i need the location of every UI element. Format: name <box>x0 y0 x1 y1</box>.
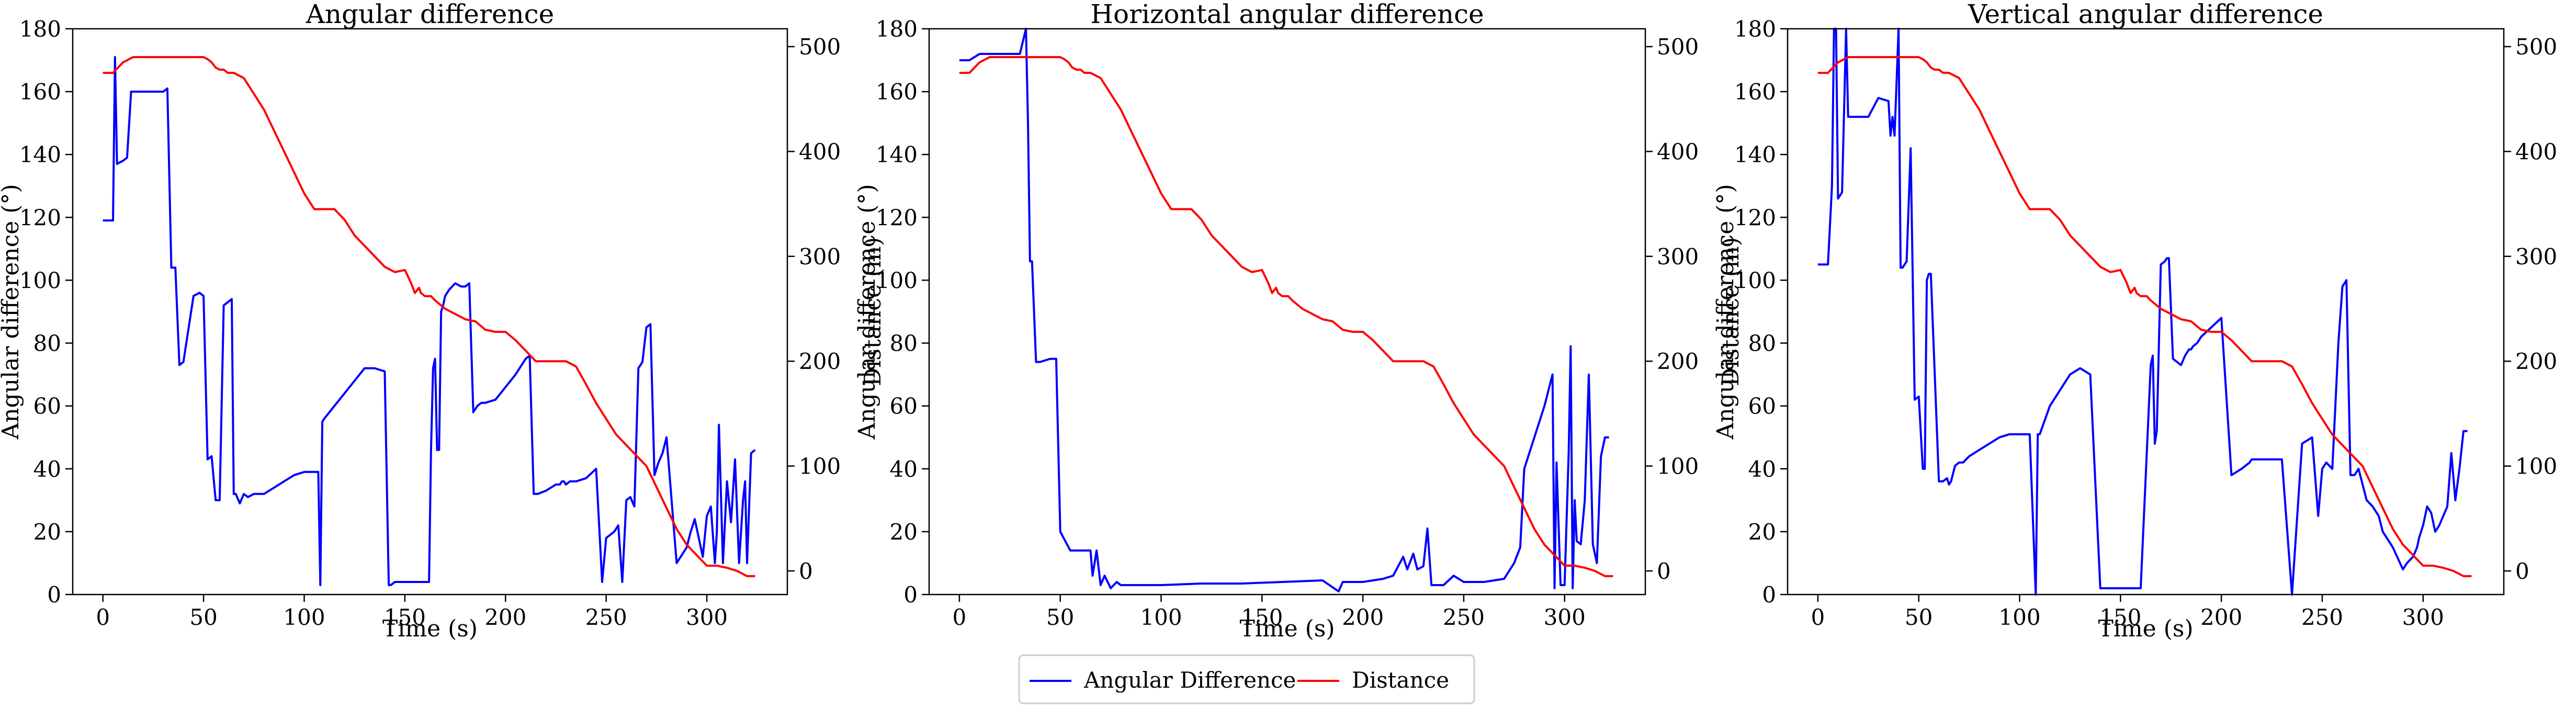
y-tick-label: 0 <box>1762 582 1776 608</box>
series-line-angular-difference <box>1817 28 2468 596</box>
y-tick-label: 80 <box>33 331 61 356</box>
y-axis-label: Angular difference (°) <box>0 184 24 440</box>
y-tick-label: 160 <box>1734 79 1776 105</box>
y-tick-label: 20 <box>1748 519 1776 545</box>
y-tick-label: 180 <box>19 16 61 42</box>
x-axis-label: Time (s) <box>1239 615 1335 642</box>
y-tick-label: 100 <box>19 267 61 293</box>
y2-tick-label: 400 <box>2515 139 2557 164</box>
y2-tick-label: 100 <box>2515 454 2557 479</box>
legend: Angular Difference Distance <box>1018 654 1475 704</box>
y-tick-label: 40 <box>1748 456 1776 482</box>
y2-tick-label: 100 <box>1657 454 1699 479</box>
y2-axis-label: Distance (m) <box>1718 237 1744 386</box>
x-tick-label: 200 <box>484 604 526 630</box>
series-line-distance <box>959 56 1613 577</box>
y2-tick-label: 300 <box>1657 244 1699 270</box>
y-tick-label: 80 <box>1748 331 1776 356</box>
chart-title: Vertical angular difference <box>1968 0 2323 29</box>
series-line-angular-difference <box>103 56 756 586</box>
x-tick-label: 200 <box>1342 604 1384 630</box>
x-tick-label: 100 <box>1140 604 1182 630</box>
y-tick-label: 40 <box>33 456 61 482</box>
x-tick-label: 0 <box>952 604 966 630</box>
x-tick-label: 200 <box>2200 604 2242 630</box>
x-tick-label: 50 <box>1046 604 1074 630</box>
y-tick-label: 60 <box>890 394 918 419</box>
y-axis-label: Angular difference (°) <box>854 184 880 440</box>
x-tick-label: 0 <box>1811 604 1825 630</box>
y-tick-label: 140 <box>876 142 918 167</box>
legend-frame <box>1018 654 1475 704</box>
x-tick-label: 300 <box>1544 604 1586 630</box>
y2-tick-label: 500 <box>799 34 841 60</box>
y2-tick-label: 500 <box>1657 34 1699 60</box>
plot-frame <box>928 28 1646 596</box>
y2-tick-label: 200 <box>2515 349 2557 374</box>
y-tick-label: 140 <box>1734 142 1776 167</box>
x-tick-label: 50 <box>1905 604 1933 630</box>
x-tick-label: 100 <box>283 604 325 630</box>
y2-tick-label: 200 <box>799 349 841 374</box>
y-tick-label: 120 <box>19 205 61 230</box>
y-tick-label: 160 <box>876 79 918 105</box>
plot-frame <box>72 28 788 596</box>
series-line-distance <box>103 56 755 577</box>
y-tick-label: 160 <box>19 79 61 105</box>
y-tick-label: 40 <box>890 456 918 482</box>
y2-tick-label: 100 <box>799 454 841 479</box>
x-tick-label: 150 <box>384 604 426 630</box>
x-axis-label: Time (s) <box>382 615 478 642</box>
x-axis-label: Time (s) <box>2098 615 2193 642</box>
x-tick-label: 100 <box>1998 604 2040 630</box>
y-tick-label: 100 <box>876 267 918 293</box>
x-tick-label: 300 <box>686 604 728 630</box>
y-tick-label: 0 <box>47 582 61 608</box>
y-tick-label: 140 <box>19 142 61 167</box>
y2-tick-label: 500 <box>2515 34 2557 60</box>
y-tick-label: 60 <box>33 394 61 419</box>
series-line-angular-difference <box>959 28 1609 592</box>
y2-tick-label: 300 <box>2515 244 2557 270</box>
series-line-distance <box>1817 56 2472 577</box>
y-axis-label: Angular difference (°) <box>1712 184 1739 440</box>
y2-tick-label: 0 <box>1657 558 1671 584</box>
y-tick-label: 180 <box>1734 16 1776 42</box>
plot-frame <box>1787 28 2505 596</box>
x-tick-label: 0 <box>96 604 110 630</box>
y-tick-label: 80 <box>890 331 918 356</box>
chart-title: Horizontal angular difference <box>1090 0 1484 29</box>
chart-2: Horizontal angular difference 0 50 100 150 20… <box>854 0 1744 642</box>
x-tick-label: 150 <box>1241 604 1283 630</box>
y-tick-label: 20 <box>33 519 61 545</box>
x-tick-label: 300 <box>2402 604 2444 630</box>
y-tick-label: 180 <box>876 16 918 42</box>
y-tick-label: 0 <box>903 582 918 608</box>
y2-tick-label: 200 <box>1657 349 1699 374</box>
y2-tick-label: 0 <box>799 558 813 584</box>
y2-tick-label: 300 <box>799 244 841 270</box>
chart-1: Angular difference 0 50 100 150 200 250 300 0 20 4… <box>0 0 886 642</box>
y-tick-label: 60 <box>1748 394 1776 419</box>
y-tick-label: 20 <box>890 519 918 545</box>
chart-title: Angular difference <box>306 0 555 29</box>
y2-tick-label: 400 <box>1657 139 1699 164</box>
y-tick-label: 120 <box>1734 205 1776 230</box>
x-tick-label: 250 <box>2301 604 2343 630</box>
x-tick-label: 250 <box>585 604 627 630</box>
y-tick-label: 120 <box>876 205 918 230</box>
y2-axis-label: Distance (m) <box>860 237 886 386</box>
x-tick-label: 150 <box>2099 604 2141 630</box>
x-tick-label: 50 <box>189 604 217 630</box>
x-tick-label: 250 <box>1443 604 1485 630</box>
legend-label-angular-difference: Angular Difference <box>1083 667 1296 693</box>
y-tick-label: 100 <box>1734 267 1776 293</box>
y2-tick-label: 0 <box>2515 558 2529 584</box>
y2-tick-label: 400 <box>799 139 841 164</box>
legend-label-distance: Distance <box>1352 667 1449 693</box>
